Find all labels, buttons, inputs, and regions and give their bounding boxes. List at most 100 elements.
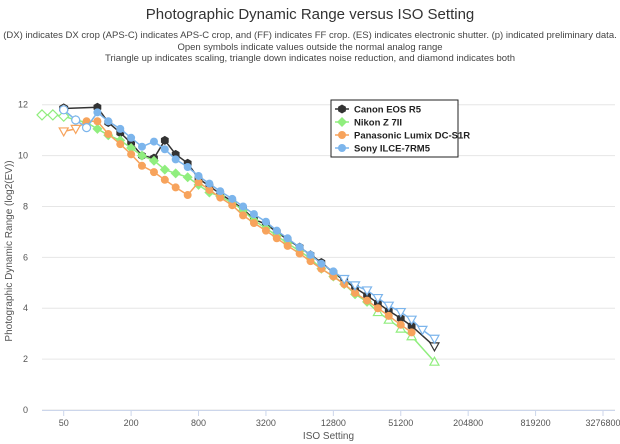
y-tick-label: 4	[23, 303, 28, 313]
y-tick-label: 0	[23, 405, 28, 415]
data-point	[194, 171, 203, 180]
data-point	[160, 175, 169, 184]
data-point	[249, 210, 258, 219]
data-point	[396, 320, 405, 329]
data-point	[182, 172, 193, 183]
data-point	[127, 133, 136, 142]
data-point	[329, 267, 338, 276]
x-tick-label: 200	[124, 418, 139, 428]
legend-label: Nikon Z 7II	[354, 118, 402, 129]
data-point	[261, 226, 270, 235]
data-point	[104, 117, 113, 126]
data-point	[349, 281, 361, 292]
data-point	[216, 187, 225, 196]
data-point	[363, 296, 372, 305]
legend-item[interactable]: Nikon Z 7II	[335, 117, 402, 129]
y-tick-label: 10	[18, 151, 28, 161]
data-point	[93, 108, 102, 117]
data-point	[338, 104, 346, 114]
data-point	[205, 185, 214, 194]
chart-subtitle-line-1: (DX) indicates DX crop (APS-C) indicates…	[3, 30, 617, 41]
chart-title: Photographic Dynamic Range versus ISO Se…	[145, 6, 475, 23]
legend-box	[330, 99, 459, 158]
data-point	[228, 201, 237, 210]
data-point	[183, 191, 192, 200]
y-tick-label: 2	[23, 354, 28, 364]
data-point	[261, 217, 270, 226]
data-point	[194, 178, 203, 187]
data-point	[338, 131, 346, 139]
legend-label: Panasonic Lumix DC-S1R	[354, 131, 470, 142]
legend-item[interactable]: Canon EOS R5	[335, 104, 422, 116]
chart-subtitle-line-3: Triangle up indicates scaling, triangle …	[105, 53, 515, 64]
data-point	[337, 117, 347, 127]
data-point	[228, 194, 237, 203]
data-point	[239, 202, 248, 211]
data-point	[159, 164, 170, 175]
data-point	[416, 325, 428, 336]
data-point	[338, 274, 350, 285]
legend-item[interactable]: Sony ILCE-7RM5	[335, 144, 431, 155]
data-point	[148, 155, 159, 166]
data-point	[428, 334, 440, 345]
data-point	[283, 241, 292, 250]
data-point	[136, 150, 147, 161]
data-point	[361, 286, 373, 297]
data-point	[82, 117, 91, 126]
data-point	[372, 293, 384, 304]
data-point	[428, 355, 440, 366]
data-point	[384, 311, 393, 320]
data-point	[283, 234, 292, 243]
data-point	[149, 168, 158, 177]
data-point	[407, 321, 416, 331]
x-tick-label: 12800	[321, 418, 346, 428]
data-point	[216, 193, 225, 202]
data-point	[116, 124, 125, 133]
data-point	[58, 127, 70, 138]
data-point	[338, 144, 346, 152]
data-point	[137, 161, 146, 170]
x-tick-label: 204800	[453, 418, 483, 428]
data-point	[149, 137, 158, 146]
data-point	[137, 142, 146, 151]
series-line	[63, 109, 435, 340]
data-point	[171, 155, 180, 164]
series-3	[59, 105, 440, 345]
legend-label: Sony ILCE-7RM5	[354, 144, 431, 155]
data-point	[93, 117, 102, 126]
legend-label: Canon EOS R5	[354, 105, 422, 116]
data-point	[47, 109, 59, 121]
y-tick-label: 6	[23, 252, 28, 262]
x-axis-ticks: 50 200 800 3200 12800 51200 204800 819200 327680…	[59, 410, 620, 428]
data-point	[81, 123, 92, 133]
data-point	[160, 145, 169, 154]
x-tick-label: 50	[59, 418, 69, 428]
data-point	[92, 123, 103, 134]
y-axis-ticks: 0 2 4 6 8 10 12	[18, 100, 28, 415]
data-point	[59, 105, 69, 115]
data-point	[160, 135, 169, 145]
legend-item[interactable]: Panasonic Lumix DC-S1R	[335, 131, 470, 142]
x-axis-label: ISO Setting	[303, 431, 354, 442]
data-point	[183, 163, 192, 172]
data-point	[396, 313, 405, 323]
x-tick-label: 3276800	[585, 418, 620, 428]
data-point	[407, 328, 416, 337]
y-tick-label: 8	[23, 201, 28, 211]
data-point	[317, 259, 326, 268]
data-point	[249, 219, 258, 228]
data-point	[239, 211, 248, 220]
data-point	[36, 109, 48, 121]
legend: Canon EOS R5 Nikon Z 7II Panasonic Lumix D…	[330, 99, 470, 158]
chart-subtitle-line-2: Open symbols indicate values outside the…	[177, 42, 443, 53]
y-tick-label: 12	[18, 100, 28, 110]
series-group	[36, 102, 440, 366]
data-point	[171, 183, 180, 192]
data-point	[127, 150, 136, 159]
data-point	[406, 315, 418, 326]
x-tick-label: 51200	[388, 418, 413, 428]
y-axis-label: Photographic Dynamic Range (log2(EV))	[4, 160, 15, 341]
data-point	[104, 129, 113, 138]
